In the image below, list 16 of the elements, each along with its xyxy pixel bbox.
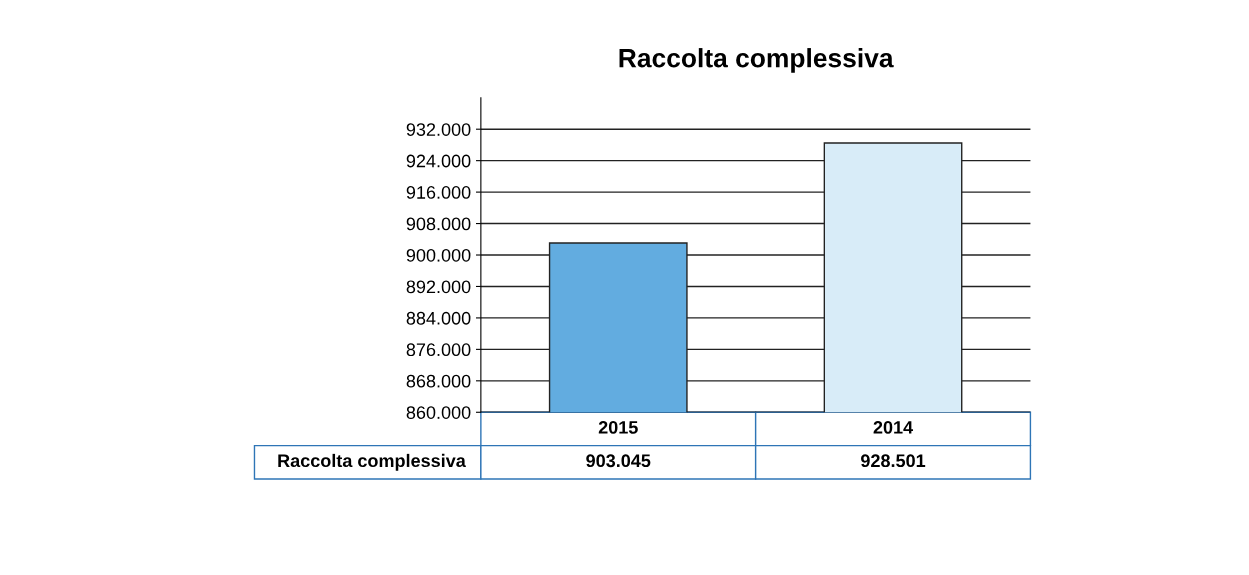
y-tick-label: 892.000 (406, 280, 471, 294)
y-tick-label: 884.000 (406, 311, 471, 325)
x-tick-label: 2015 (598, 421, 638, 434)
y-tick-label: 868.000 (406, 374, 471, 388)
y-tick-label: 860.000 (406, 406, 471, 419)
data-label: 903.045 (586, 454, 651, 468)
data-label: 928.501 (861, 454, 926, 468)
y-tick-label: 924.000 (406, 154, 471, 168)
text: Raccolta complessiva (278, 453, 466, 471)
chart-title: Raccolta complessiva (619, 48, 894, 73)
y-tick-label: 932.000 (406, 123, 471, 136)
x-tick-label: 2014 (873, 421, 914, 434)
y-tick-label: 908.000 (406, 217, 471, 231)
y-tick-label: 900.000 (406, 248, 471, 262)
y-tick-label: 876.000 (406, 343, 471, 357)
y-tick-label: 916.000 (406, 186, 471, 199)
